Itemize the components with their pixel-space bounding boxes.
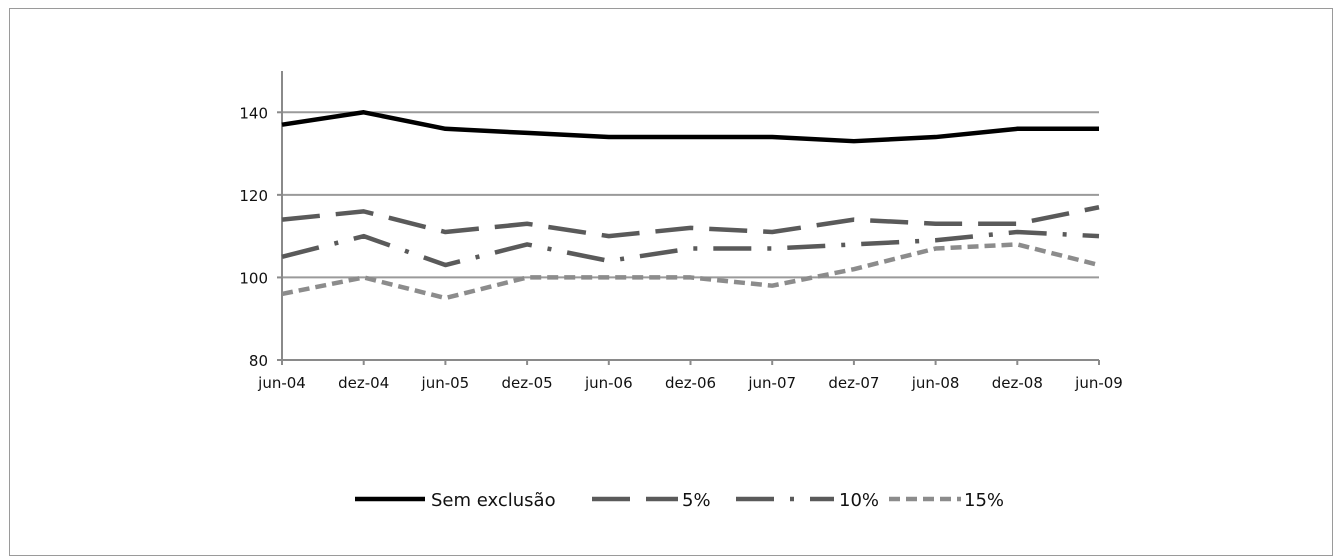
- data-point-s4-jun-05: [443, 296, 447, 300]
- y-tick-label: 120: [239, 187, 268, 205]
- data-point-s1-jun-09: [1097, 127, 1101, 131]
- legend-label: 15%: [964, 490, 1004, 511]
- data-point-s4-dez-08: [1015, 242, 1019, 246]
- data-point-s1-dez-08: [1015, 127, 1019, 131]
- x-tick-label: jun-07: [747, 374, 796, 392]
- data-point-s1-jun-07: [770, 135, 774, 139]
- data-point-s1-dez-05: [525, 131, 529, 135]
- data-point-s4-dez-04: [362, 275, 366, 279]
- data-point-s4-dez-05: [525, 275, 529, 279]
- data-point-s2-jun-05: [443, 230, 447, 234]
- data-point-s2-dez-04: [362, 209, 366, 213]
- data-point-s3-jun-07: [770, 247, 774, 251]
- data-point-s4-jun-08: [934, 247, 938, 251]
- series-line-3: [281, 229, 1100, 268]
- data-point-s4-jun-09: [1097, 263, 1101, 267]
- data-point-s1-dez-06: [689, 135, 693, 139]
- y-tick-label: 100: [239, 269, 268, 287]
- data-point-s4-jun-06: [607, 275, 611, 279]
- series-line-1: [281, 110, 1099, 144]
- data-point-s3-dez-08: [1015, 230, 1019, 234]
- data-point-s1-jun-08: [934, 135, 938, 139]
- data-point-s2-jun-07: [770, 230, 774, 234]
- data-point-s2-dez-06: [689, 226, 693, 230]
- data-point-s3-jun-06: [607, 259, 611, 263]
- data-point-s4-jun-04: [280, 292, 284, 296]
- data-point-s3-dez-06: [689, 247, 693, 251]
- data-point-s4-dez-07: [852, 267, 856, 271]
- data-point-s3-jun-08: [934, 238, 938, 242]
- x-tick-label: dez-08: [992, 374, 1043, 392]
- legend: Sem exclusão 5% 10% 15%: [355, 490, 1004, 511]
- tick-labels: 80 100 120 140 jun-04 dez-04 jun-05 dez-05 jun-0…: [239, 104, 1122, 392]
- x-tick-label: dez-05: [502, 374, 553, 392]
- axes: [277, 71, 1100, 365]
- x-tick-label: jun-05: [421, 374, 470, 392]
- data-point-s1-dez-07: [852, 139, 856, 143]
- chart-frame: 80 100 120 140 jun-04 dez-04 jun-05 dez-05 jun-0…: [9, 8, 1333, 556]
- legend-item-4: 15%: [889, 490, 1004, 511]
- series-lines: [280, 110, 1101, 301]
- x-tick-label: jun-09: [1074, 374, 1123, 392]
- data-point-s2-jun-04: [280, 218, 284, 222]
- y-tick-label: 140: [239, 104, 268, 122]
- legend-label: 10%: [839, 490, 879, 511]
- legend-label: 5%: [682, 490, 711, 511]
- legend-item-1: Sem exclusão: [355, 490, 556, 511]
- data-point-s1-jun-04: [280, 123, 284, 127]
- data-point-s3-dez-04: [362, 234, 366, 238]
- data-point-s3-dez-05: [525, 242, 529, 246]
- data-point-s1-dez-04: [362, 110, 366, 114]
- data-point-s2-jun-06: [607, 234, 611, 238]
- legend-label: Sem exclusão: [431, 490, 556, 511]
- x-tick-label: jun-06: [584, 374, 633, 392]
- line-chart: 80 100 120 140 jun-04 dez-04 jun-05 dez-05 jun-0…: [239, 71, 1123, 511]
- y-tick-label: 80: [249, 352, 268, 370]
- data-point-s1-jun-05: [443, 127, 447, 131]
- series-line-4: [281, 242, 1100, 301]
- x-tick-label: jun-08: [911, 374, 960, 392]
- data-point-s2-jun-08: [934, 222, 938, 226]
- data-point-s3-jun-05: [443, 263, 447, 267]
- data-point-s3-dez-07: [852, 242, 856, 246]
- data-point-s1-jun-06: [607, 135, 611, 139]
- data-point-s2-dez-08: [1015, 222, 1019, 226]
- x-tick-label: dez-07: [828, 374, 879, 392]
- legend-item-3: 10%: [736, 490, 879, 511]
- data-point-s3-jun-04: [280, 255, 284, 259]
- data-point-s4-jun-07: [770, 284, 774, 288]
- series-line-2: [281, 205, 1100, 239]
- x-tick-label: dez-06: [665, 374, 716, 392]
- data-point-s4-dez-06: [689, 275, 693, 279]
- data-point-s2-dez-07: [852, 218, 856, 222]
- data-point-s2-dez-05: [525, 222, 529, 226]
- x-tick-label: dez-04: [338, 374, 389, 392]
- legend-item-2: 5%: [592, 490, 711, 511]
- data-point-s2-jun-09: [1097, 205, 1101, 209]
- data-point-s3-jun-09: [1097, 234, 1101, 238]
- x-tick-label: jun-04: [257, 374, 306, 392]
